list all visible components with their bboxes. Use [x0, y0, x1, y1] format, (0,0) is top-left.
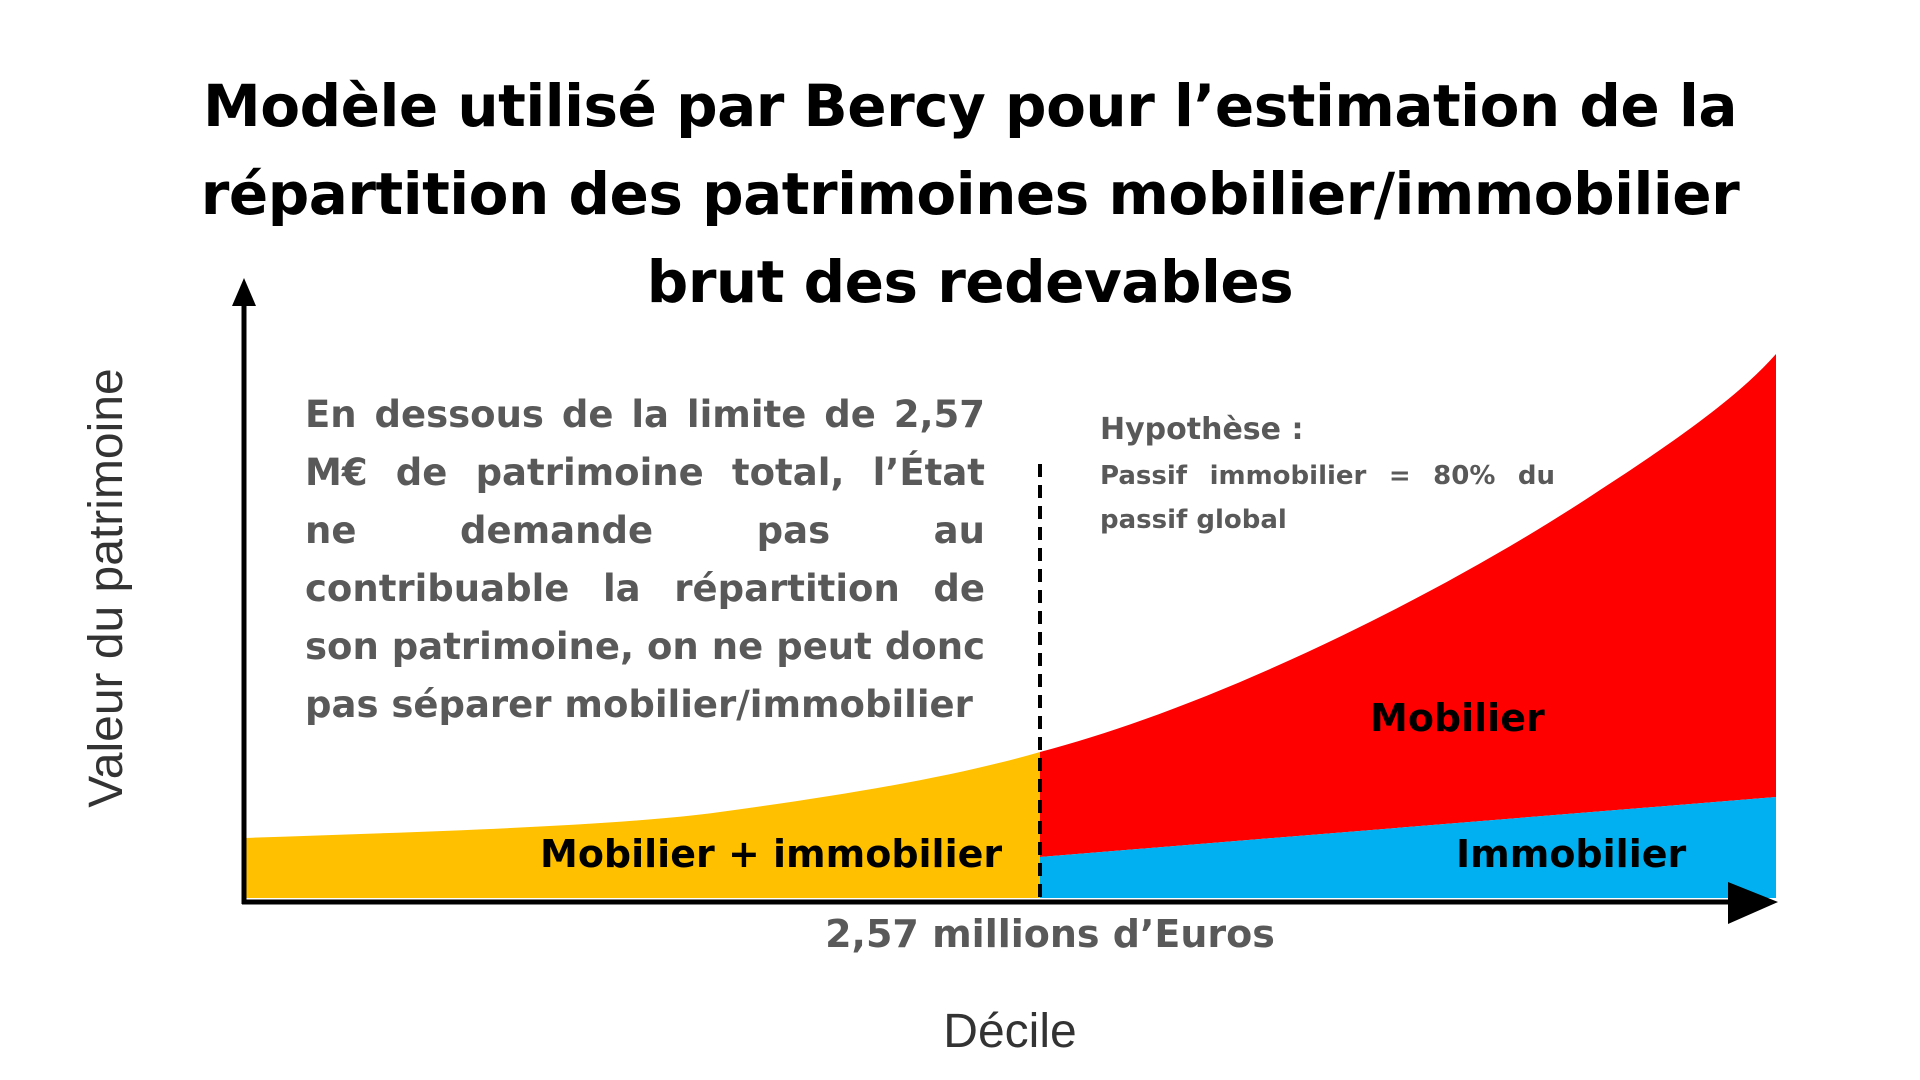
label-mobilier-immobilier: Mobilier + immobilier: [540, 832, 1003, 876]
y-axis-arrow-icon: [232, 278, 256, 306]
hypothesis-body: Passif immobilier = 80% du passif global: [1100, 461, 1555, 535]
area-immobilier: [1040, 797, 1776, 898]
title-line-2: répartition des patrimoines mobilier/imm…: [200, 160, 1740, 228]
area-mobilier-immobilier: [244, 752, 1040, 898]
area-mobilier: [1040, 354, 1776, 857]
y-axis-label: Valeur du patrimoine: [80, 368, 133, 808]
label-immobilier: Immobilier: [1456, 832, 1687, 876]
hypothesis-note: Hypothèse : Passif immobilier = 80% du p…: [1100, 406, 1555, 542]
hypothesis-heading: Hypothèse :: [1100, 412, 1304, 447]
x-axis-label: Décile: [943, 1005, 1077, 1058]
threshold-label: 2,57 millions d’Euros: [825, 912, 1275, 956]
threshold-explanation-note: En dessous de la limite de 2,57 M€ de pa…: [305, 393, 985, 726]
title-line-3: brut des redevables: [646, 248, 1294, 316]
title-line-1: Modèle utilisé par Bercy pour l’estimati…: [203, 72, 1737, 140]
label-mobilier: Mobilier: [1370, 696, 1545, 740]
diagram-title: Modèle utilisé par Bercy pour l’estimati…: [160, 62, 1780, 326]
x-axis-arrow-icon: [1728, 882, 1778, 924]
